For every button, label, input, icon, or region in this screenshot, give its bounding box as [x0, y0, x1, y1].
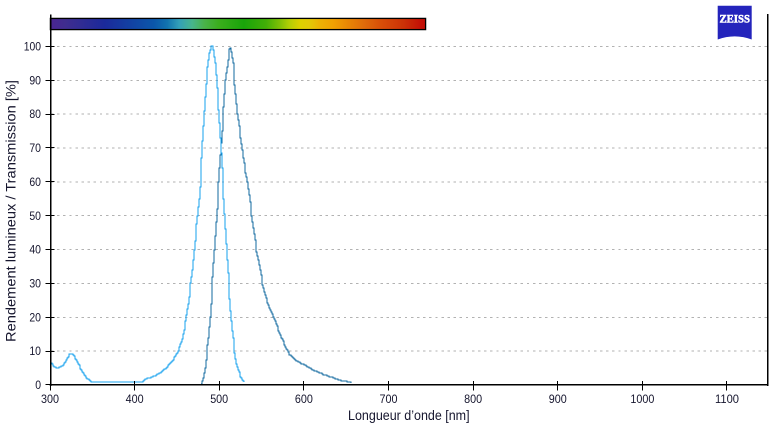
svg-text:90: 90 — [29, 74, 41, 87]
svg-text:100: 100 — [24, 41, 42, 54]
svg-text:70: 70 — [29, 142, 41, 155]
svg-text:300: 300 — [41, 392, 59, 406]
svg-text:80: 80 — [29, 108, 41, 121]
svg-text:Longueur d’onde [nm]: Longueur d’onde [nm] — [348, 408, 470, 424]
svg-text:20: 20 — [29, 311, 41, 324]
svg-text:600: 600 — [295, 392, 313, 406]
svg-text:800: 800 — [464, 392, 482, 406]
svg-text:Rendement lumineux / Transmiss: Rendement lumineux / Transmission [%] — [4, 80, 20, 342]
svg-text:400: 400 — [126, 392, 144, 406]
svg-text:40: 40 — [29, 244, 41, 257]
svg-text:1000: 1000 — [630, 392, 654, 406]
svg-text:900: 900 — [549, 392, 567, 406]
svg-text:500: 500 — [210, 392, 228, 406]
svg-text:10: 10 — [29, 345, 41, 358]
svg-text:60: 60 — [29, 176, 41, 189]
svg-text:50: 50 — [29, 210, 41, 223]
svg-text:1100: 1100 — [715, 392, 739, 406]
svg-text:ZEISS: ZEISS — [719, 12, 750, 26]
svg-text:0: 0 — [35, 379, 41, 392]
svg-text:30: 30 — [29, 278, 41, 291]
svg-text:700: 700 — [380, 392, 398, 406]
